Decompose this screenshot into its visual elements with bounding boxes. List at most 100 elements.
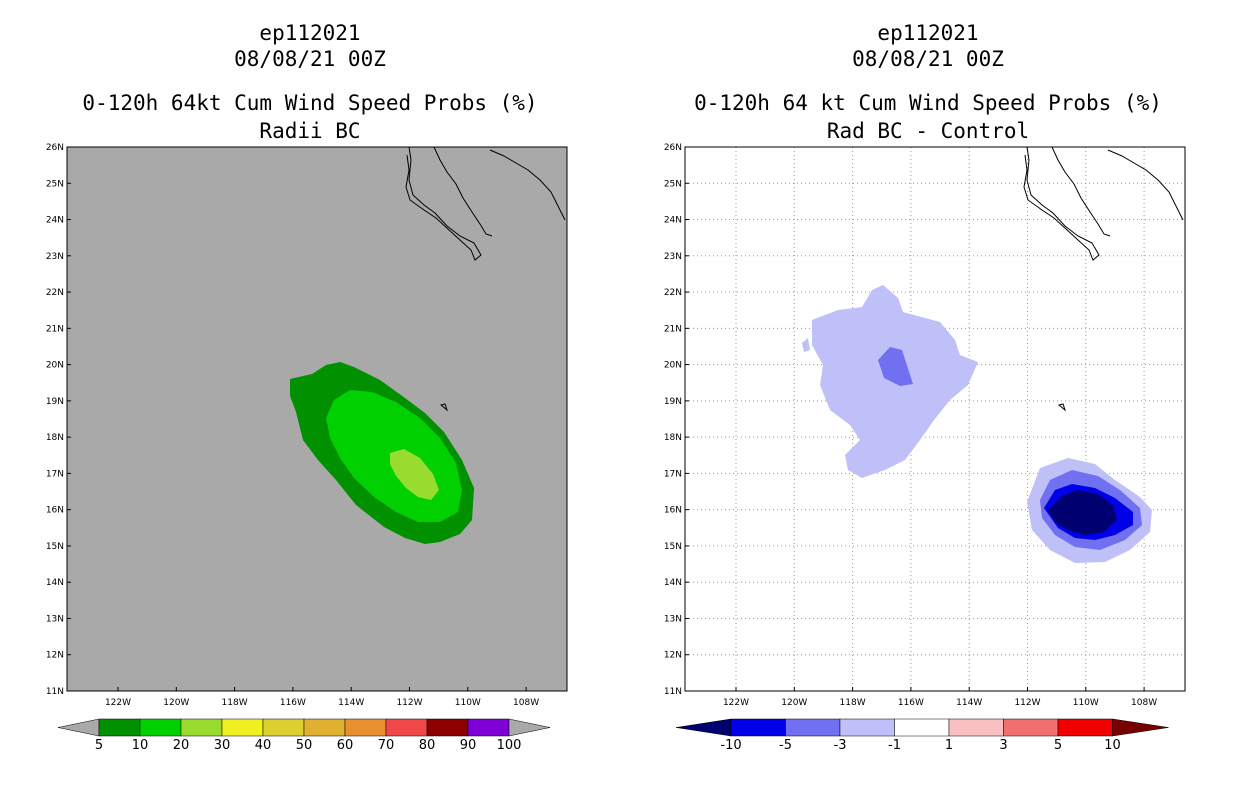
right-lon-label: 118W <box>840 698 866 708</box>
left-lat-label: 22N <box>46 288 64 298</box>
right-lat-label: 17N <box>664 469 682 479</box>
left-colorbar-swatch <box>385 718 428 737</box>
right-lat-label: 15N <box>664 542 682 552</box>
left-colorbar-label: 30 <box>214 738 231 753</box>
right-lat-label: 19N <box>664 397 682 407</box>
left-colorbar-high-triangle <box>508 718 551 737</box>
right-colorbar-swatch <box>948 718 1004 737</box>
right-lat-label: 11N <box>664 687 682 697</box>
left-lat-label: 19N <box>46 397 64 407</box>
right-colorbar-swatch <box>1003 718 1059 737</box>
right-colorbar-label: -3 <box>834 738 847 753</box>
right-colorbar-label: 10 <box>1104 738 1121 753</box>
left-colorbar-swatch <box>262 718 305 737</box>
right-lon-label: 122W <box>723 698 749 708</box>
left-colorbar-label: 100 <box>497 738 522 753</box>
left-colorbar-label: 20 <box>173 738 190 753</box>
left-lat-label: 11N <box>46 687 64 697</box>
left-colorbar-swatch <box>426 718 469 737</box>
right-colorbar-low-triangle <box>675 718 732 737</box>
left-lon-label: 108W <box>513 698 539 708</box>
left-lat-label: 20N <box>46 361 64 371</box>
right-colorbar: -10 -5 -3 -1 1 3 5 10 <box>675 718 1169 753</box>
right-colorbar-swatch <box>894 718 950 737</box>
left-lat-label: 21N <box>46 324 64 334</box>
left-colorbar-label: 50 <box>296 738 313 753</box>
right-coastline <box>1023 146 1184 412</box>
left-title-datetime: 08/08/21 00Z <box>234 47 386 71</box>
right-lat-label: 13N <box>664 614 682 624</box>
right-lat-label: 24N <box>664 216 682 226</box>
left-lat-label: 25N <box>46 179 64 189</box>
right-lat-label: 20N <box>664 361 682 371</box>
left-lat-label: 16N <box>46 506 64 516</box>
right-colorbar-label: 1 <box>945 738 953 753</box>
left-lon-label: 114W <box>338 698 364 708</box>
left-lon-label: 122W <box>105 698 131 708</box>
left-colorbar-label: 10 <box>132 738 149 753</box>
left-lon-label: 116W <box>280 698 306 708</box>
left-lat-label: 12N <box>46 651 64 661</box>
left-contour-20-30 <box>390 449 439 500</box>
right-title-storm-id: ep112021 <box>877 21 979 45</box>
left-lat-label: 23N <box>46 252 64 262</box>
left-colorbar-label: 60 <box>337 738 354 753</box>
right-lat-label: 18N <box>664 433 682 443</box>
right-lat-label: 14N <box>664 578 682 588</box>
right-lat-label: 16N <box>664 506 682 516</box>
left-lat-label: 13N <box>46 614 64 624</box>
left-lon-labels: 122W 120W 118W 116W 114W 112W 110W 108W <box>105 687 539 708</box>
left-colorbar-swatch <box>180 718 223 737</box>
right-lon-label: 108W <box>1131 698 1157 708</box>
right-colorbar-label: -10 <box>720 738 741 753</box>
right-colorbar-swatch <box>839 718 895 737</box>
left-colorbar-swatch <box>98 718 141 737</box>
left-colorbar-label: 70 <box>378 738 395 753</box>
right-lon-labels: 122W 120W 118W 116W 114W 112W 110W 108W <box>723 687 1157 708</box>
left-colorbar-swatch <box>139 718 182 737</box>
left-title-product: 0-120h 64kt Cum Wind Speed Probs (%) <box>82 91 538 115</box>
left-colorbar-low-triangle <box>57 718 100 737</box>
right-map-frame <box>684 146 1186 692</box>
right-lat-label: 26N <box>664 143 682 153</box>
left-lat-label: 17N <box>46 469 64 479</box>
right-colorbar-label: 5 <box>1054 738 1062 753</box>
right-lon-label: 116W <box>898 698 924 708</box>
right-lon-label: 120W <box>781 698 807 708</box>
right-lat-label: 22N <box>664 288 682 298</box>
left-lat-label: 15N <box>46 542 64 552</box>
left-title-storm-id: ep112021 <box>259 21 361 45</box>
left-lon-label: 112W <box>396 698 422 708</box>
left-colorbar-label: 40 <box>255 738 272 753</box>
right-colorbar-swatch <box>1057 718 1113 737</box>
right-contour-small-patch <box>802 338 810 352</box>
right-lon-label: 112W <box>1014 698 1040 708</box>
left-colorbar-label: 80 <box>419 738 436 753</box>
right-lat-label: 25N <box>664 179 682 189</box>
right-contour-below-minus10 <box>1048 490 1117 535</box>
right-map-background <box>685 147 1185 691</box>
right-lat-label: 23N <box>664 252 682 262</box>
right-lat-label: 12N <box>664 651 682 661</box>
left-colorbar-swatch <box>221 718 264 737</box>
left-title-subtitle: Radii BC <box>259 119 361 143</box>
left-colorbar-swatch <box>303 718 346 737</box>
left-colorbar-label: 90 <box>460 738 477 753</box>
right-colorbar-label: -5 <box>779 738 792 753</box>
right-lon-label: 114W <box>956 698 982 708</box>
right-title-datetime: 08/08/21 00Z <box>852 47 1004 71</box>
left-lon-label: 120W <box>163 698 189 708</box>
left-map: 26N 25N 24N 23N 22N 21N 20N 19N 18N 17N 16N 15N 14N 1… <box>46 143 568 708</box>
right-map: 26N 25N 24N 23N 22N 21N 20N 19N 18N 17N 16N 15N 14N 1… <box>664 143 1186 708</box>
left-lat-label: 14N <box>46 578 64 588</box>
left-colorbar: 5 10 20 30 40 50 60 70 80 90 100 <box>57 718 551 753</box>
left-colorbar-label: 5 <box>95 738 103 753</box>
right-colorbar-swatch <box>785 718 841 737</box>
left-lat-label: 24N <box>46 216 64 226</box>
right-title-subtitle: Rad BC - Control <box>826 119 1030 143</box>
right-contour-minus3-minus5-west <box>878 347 913 386</box>
right-colorbar-swatch <box>730 718 786 737</box>
left-lon-label: 118W <box>222 698 248 708</box>
left-lon-label: 110W <box>455 698 481 708</box>
left-lat-label: 26N <box>46 143 64 153</box>
